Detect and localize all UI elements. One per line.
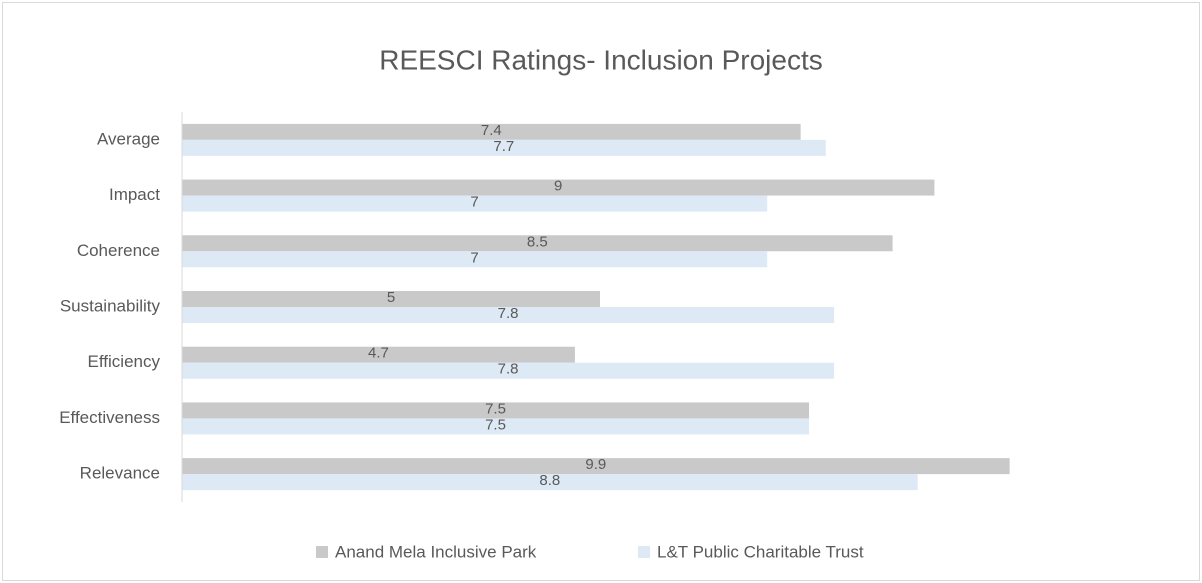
legend-label: L&T Public Charitable Trust [657, 542, 864, 561]
bar [182, 291, 600, 307]
bar [182, 458, 1010, 475]
data-label: 7.8 [498, 305, 519, 322]
y-tick-label: Coherence [77, 241, 160, 260]
legend-label: Anand Mela Inclusive Park [335, 542, 537, 561]
data-label: 4.7 [368, 345, 389, 362]
chart-title: REESCI Ratings- Inclusion Projects [379, 44, 823, 75]
data-label: 5 [387, 289, 395, 306]
bar [182, 474, 918, 491]
bar [182, 362, 835, 379]
bar [182, 307, 835, 323]
data-label: 7.7 [493, 138, 514, 155]
bar [182, 251, 768, 268]
bar [182, 346, 575, 363]
bar [182, 195, 768, 212]
bar [182, 179, 935, 196]
data-label: 9 [554, 178, 562, 195]
bar [182, 402, 809, 419]
data-label: 7.5 [485, 400, 506, 417]
bar [182, 123, 801, 140]
y-tick-label: Relevance [80, 464, 160, 483]
data-label: 7.5 [485, 416, 506, 433]
data-label: 7.8 [498, 361, 519, 378]
y-tick-label: Effectiveness [59, 408, 160, 427]
data-label: 9.9 [585, 456, 606, 473]
data-label: 7 [470, 194, 478, 211]
y-tick-label: Impact [109, 185, 160, 204]
legend-swatch [638, 546, 650, 558]
data-label: 8.5 [527, 233, 548, 250]
y-tick-label: Efficiency [88, 352, 161, 371]
data-label: 7 [470, 249, 478, 266]
data-label: 8.8 [539, 472, 560, 489]
y-tick-label: Average [97, 129, 160, 148]
data-label: 7.4 [481, 122, 502, 139]
bar [182, 418, 809, 435]
y-tick-label: Sustainability [60, 296, 161, 315]
legend-swatch [316, 546, 328, 558]
bar [182, 139, 826, 156]
bar [182, 235, 893, 252]
